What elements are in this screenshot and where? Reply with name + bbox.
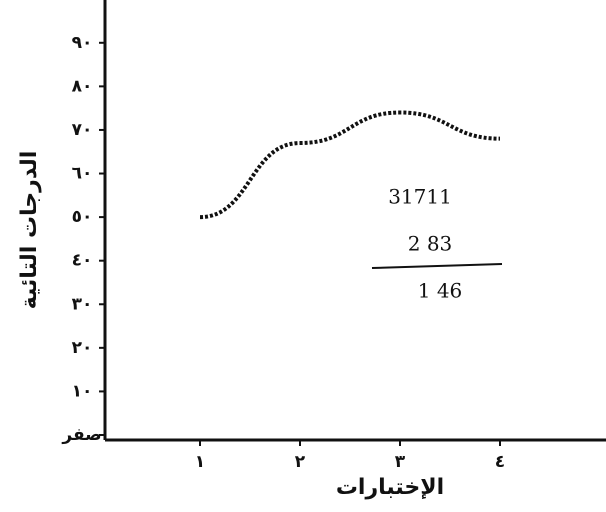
x-tick-label: ١ — [195, 452, 205, 472]
y-tick-label: ٨٠ — [72, 76, 93, 96]
x-axis-title: الإختبارات — [336, 475, 444, 500]
y-tick-label: ١٠ — [72, 381, 93, 401]
annotation: 1 46 — [418, 279, 463, 303]
y-tick-label: ٢٠ — [72, 338, 93, 358]
x-tick-label: ٤ — [495, 452, 505, 472]
annotation: 2 83 — [408, 232, 453, 256]
y-tick-label: ٧٠ — [72, 120, 93, 140]
x-tick-label: ٣ — [395, 452, 406, 472]
y-tick-label: ٦٠ — [72, 164, 93, 184]
y-tick-label: ٤٠ — [72, 251, 93, 271]
y-tick-label: ٣٠ — [72, 294, 93, 314]
annotation-rule — [372, 264, 502, 268]
data-line — [200, 113, 500, 218]
y-axis-title: الدرجات التائية — [17, 151, 42, 310]
y-tick-label: ٩٠ — [72, 33, 93, 53]
y-tick-label: ٥٠ — [72, 207, 93, 227]
chart: الإختبارات الدرجات التائية 31711 2 83 1 … — [0, 0, 606, 512]
x-tick-label: ٢ — [295, 452, 306, 472]
annotation: 31711 — [388, 185, 452, 209]
y-tick-label: صفر — [61, 425, 101, 445]
